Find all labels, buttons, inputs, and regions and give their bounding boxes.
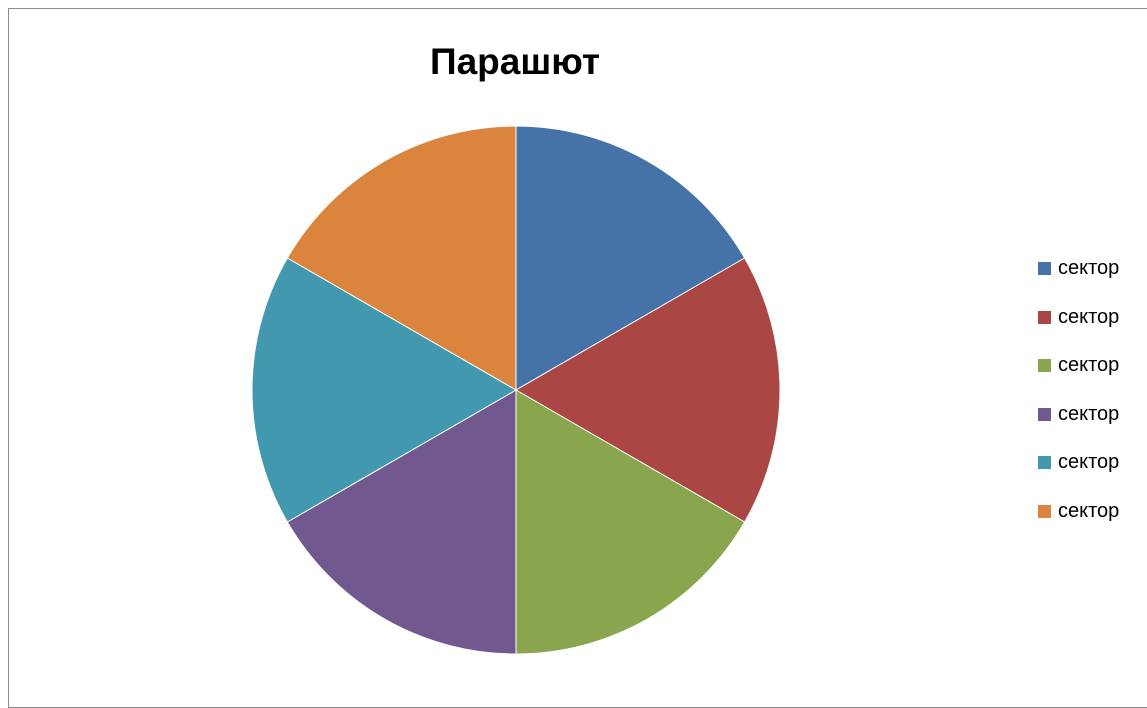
legend-swatch-1 [1038,262,1051,275]
legend-swatch-3 [1038,359,1051,373]
chart-title: Парашют [430,41,600,82]
legend-label-1: сектор [1058,257,1120,279]
pie-slice-5 [251,257,517,523]
pie-chart [251,125,781,655]
legend-label-6: сектор [1058,499,1120,522]
legend: сектор сектор сектор сектор сектор сектор [1038,256,1138,548]
legend-label-3: сектор [1058,354,1120,377]
legend-item-3: сектор [1038,353,1138,402]
legend-item-6: сектор [1038,499,1138,548]
legend-item-1: сектор [1038,256,1138,305]
pie-slice-2 [515,257,781,523]
legend-label-4: сектор [1058,402,1120,425]
pie-slice-4 [286,389,517,655]
pie-slice-1 [515,125,746,391]
legend-swatch-2 [1038,310,1051,324]
legend-swatch-6 [1038,504,1051,518]
legend-item-5: сектор [1038,450,1138,499]
pie-slice-6 [286,125,517,391]
legend-item-2: сектор [1038,305,1138,354]
legend-item-4: сектор [1038,402,1138,451]
pie-slices [251,125,781,655]
legend-label-2: сектор [1058,305,1120,328]
pie-slice-3 [515,389,746,655]
legend-swatch-4 [1038,407,1051,421]
legend-label-5: сектор [1058,451,1120,474]
legend-swatch-5 [1038,456,1051,470]
